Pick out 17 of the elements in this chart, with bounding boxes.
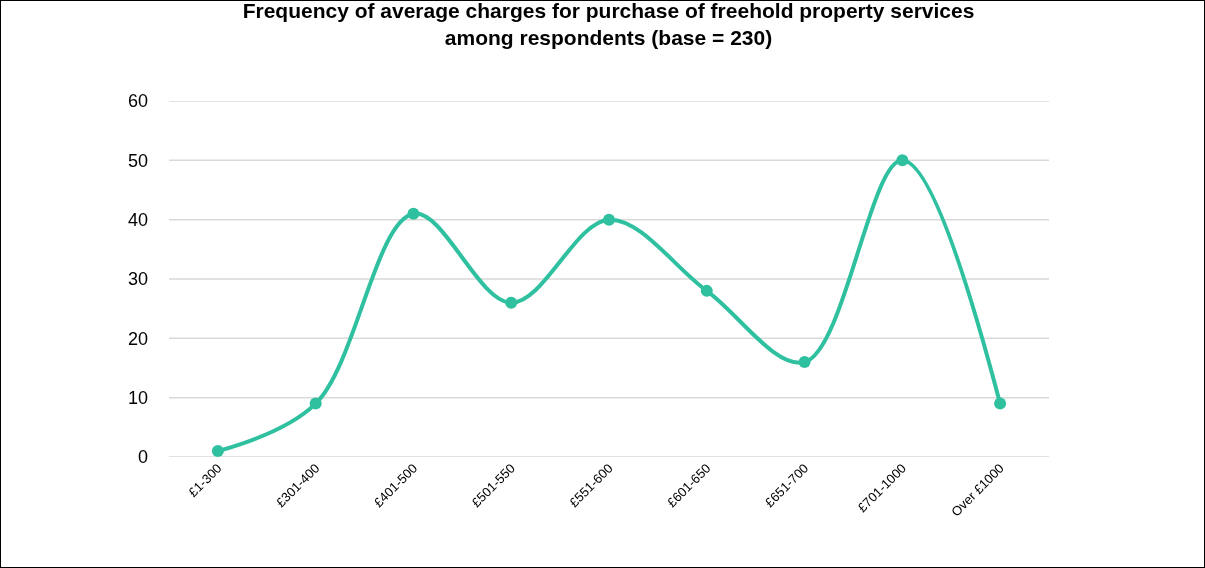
point: [407, 207, 420, 220]
point: [603, 213, 615, 226]
y-tick-label: 60: [127, 91, 148, 112]
point: [309, 397, 322, 410]
point: [211, 445, 224, 458]
y-tick-label: 20: [127, 328, 148, 349]
y-tick-label: 10: [127, 387, 148, 408]
point: [798, 356, 811, 369]
y-tick-label: 50: [127, 150, 148, 171]
y-tick-label: 40: [127, 209, 148, 230]
point: [896, 154, 909, 167]
y-tick-label: 0: [137, 447, 148, 468]
point: [505, 296, 518, 309]
point: [994, 397, 1007, 410]
chart-title: Frequency of average charges for purchase of freehold property services among respondents (base = 230): [242, 0, 975, 50]
y-tick-label: 30: [127, 269, 148, 290]
point: [700, 284, 713, 297]
